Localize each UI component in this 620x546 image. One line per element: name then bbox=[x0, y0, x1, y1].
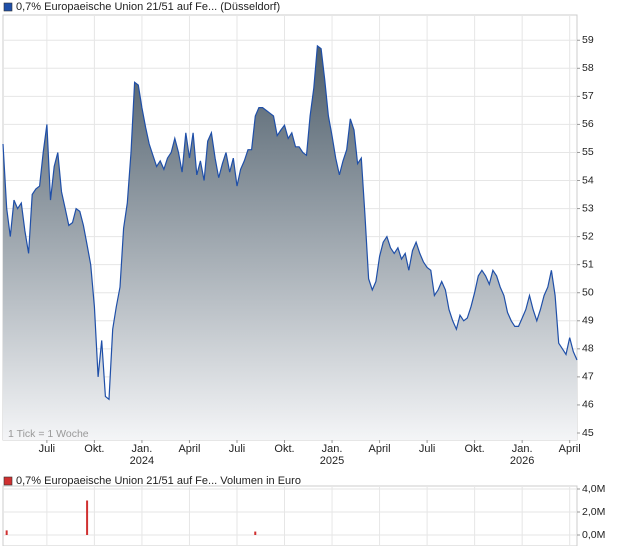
y-tick-label: 0,0M bbox=[582, 529, 605, 541]
volume-bar bbox=[86, 500, 89, 535]
y-tick-label: 58 bbox=[582, 62, 594, 74]
y-tick-label: 48 bbox=[582, 343, 594, 355]
legend-label: 0,7% Europaeische Union 21/51 auf Fe... … bbox=[16, 1, 280, 13]
x-tick-label: Juli bbox=[38, 443, 56, 455]
x-tick-label: Jan. 2024 bbox=[129, 443, 155, 467]
y-tick-label: 2,0M bbox=[582, 506, 605, 518]
y-tick-label: 4,0M bbox=[582, 483, 605, 495]
y-tick-label: 55 bbox=[582, 146, 594, 158]
legend-swatch bbox=[3, 476, 13, 486]
y-tick-label: 59 bbox=[582, 34, 594, 46]
y-tick-label: 57 bbox=[582, 90, 594, 102]
volume-bar bbox=[254, 531, 257, 535]
y-tick-label: 45 bbox=[582, 427, 594, 439]
y-tick-label: 52 bbox=[582, 230, 594, 242]
y-tick-label: 50 bbox=[582, 287, 594, 299]
y-tick-label: 49 bbox=[582, 315, 594, 327]
x-tick-label: Jan. 2026 bbox=[509, 443, 535, 467]
price-line bbox=[2, 44, 578, 401]
x-tick-label: Okt. bbox=[274, 443, 295, 455]
x-tick-label: April bbox=[368, 443, 391, 455]
legend-label: 0,7% Europaeische Union 21/51 auf Fe... … bbox=[16, 475, 301, 487]
y-tick-label: 51 bbox=[582, 258, 594, 270]
x-tick-label: Okt. bbox=[84, 443, 105, 455]
area-fill bbox=[3, 45, 577, 441]
x-tick-label: Juli bbox=[228, 443, 246, 455]
y-tick-label: 56 bbox=[582, 118, 594, 130]
legend-swatch bbox=[3, 2, 13, 12]
y-tick-label: 53 bbox=[582, 202, 594, 214]
plot-frame bbox=[2, 485, 578, 546]
annotation: 1 Tick = 1 Woche bbox=[8, 428, 89, 440]
x-tick-label: April bbox=[558, 443, 581, 455]
x-tick-label: Jan. 2025 bbox=[319, 443, 345, 467]
x-tick-label: Juli bbox=[418, 443, 436, 455]
x-tick-label: Okt. bbox=[464, 443, 485, 455]
y-tick-label: 47 bbox=[582, 371, 594, 383]
volume-bar bbox=[5, 530, 8, 535]
y-tick-label: 46 bbox=[582, 399, 594, 411]
y-tick-label: 54 bbox=[582, 174, 594, 186]
x-tick-label: April bbox=[178, 443, 201, 455]
